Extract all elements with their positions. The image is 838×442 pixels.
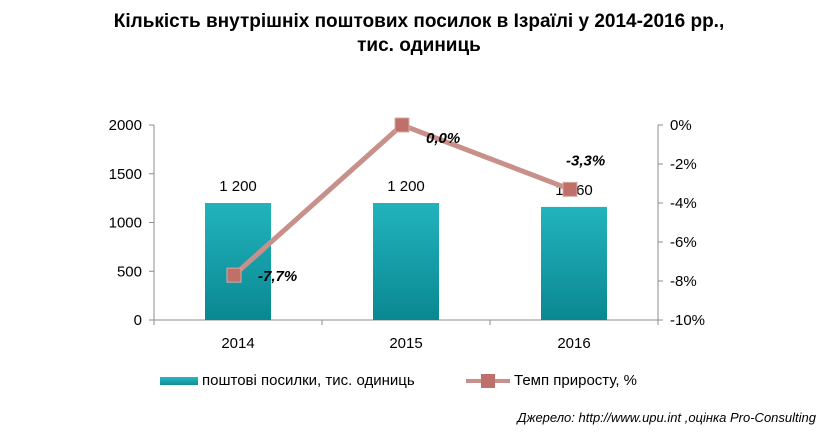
chart-title: Кількість внутрішніх поштових посилок в … xyxy=(0,10,838,58)
line-marker xyxy=(394,117,410,133)
x-axis-tick-label: 2016 xyxy=(557,335,590,352)
x-axis-tick-label: 2014 xyxy=(221,335,254,352)
line-data-label: -3,3% xyxy=(566,152,605,169)
left-axis-tick-label: 1500 xyxy=(109,166,142,183)
right-axis-tick-label: -8% xyxy=(670,273,697,290)
chart-title-line-1: Кількість внутрішніх поштових посилок в … xyxy=(113,11,725,32)
left-axis-tick-label: 0 xyxy=(134,312,142,329)
bar-data-label: 1 200 xyxy=(219,178,257,195)
legend-bar-swatch xyxy=(160,376,198,385)
legend-line-label: Темп приросту, % xyxy=(514,372,638,389)
left-axis-tick-label: 2000 xyxy=(109,117,142,134)
right-axis-tick-label: -10% xyxy=(670,312,705,329)
bar xyxy=(541,206,607,320)
legend-item-bars: поштові посилки, тис. одиниць xyxy=(160,372,415,389)
right-axis-tick-label: 0% xyxy=(670,117,692,134)
right-axis-tick-label: -6% xyxy=(670,234,697,251)
right-axis-tick-label: -4% xyxy=(670,195,697,212)
chart-title-line-2: тис. одиниць xyxy=(357,35,481,56)
left-axis-tick-label: 1000 xyxy=(109,215,142,232)
legend: поштові посилки, тис. одиниць Темп приро… xyxy=(0,372,838,394)
line-marker xyxy=(562,181,578,197)
bar xyxy=(373,203,439,320)
line-data-label: 0,0% xyxy=(426,130,460,147)
bar-data-label: 1 200 xyxy=(387,178,425,195)
source-note: Джерело: http://www.upu.int ,оцінка Pro-… xyxy=(517,410,816,425)
legend-item-line: Темп приросту, % xyxy=(466,372,637,389)
legend-line-swatch xyxy=(466,373,510,388)
x-axis-tick-label: 2015 xyxy=(389,335,422,352)
bar xyxy=(205,203,271,320)
left-axis-tick-label: 500 xyxy=(117,263,142,280)
legend-bar-label: поштові посилки, тис. одиниць xyxy=(202,372,415,389)
line-marker xyxy=(226,267,242,283)
right-axis-tick-label: -2% xyxy=(670,156,697,173)
line-data-label: -7,7% xyxy=(258,268,297,285)
